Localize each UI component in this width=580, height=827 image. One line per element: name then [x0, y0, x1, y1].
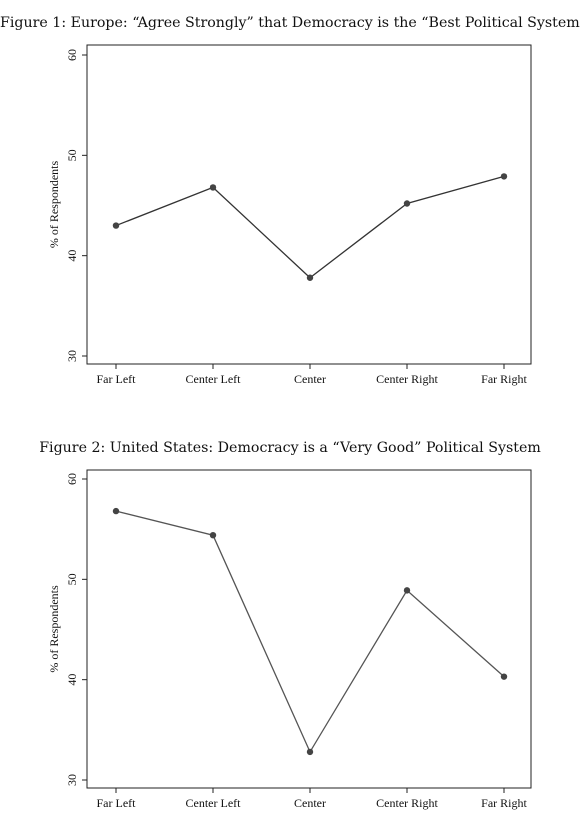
x-category-label: Far Left — [97, 372, 137, 386]
figure-2-title: Figure 2: United States: Democracy is a … — [39, 440, 541, 456]
x-category-label: Center Right — [376, 796, 438, 810]
figure-1-title: Figure 1: Europe: “Agree Strongly” that … — [0, 15, 580, 31]
x-category-label: Center Right — [376, 372, 438, 386]
data-point — [112, 222, 120, 229]
y-tick-label: 50 — [65, 573, 79, 585]
x-category-label: Center — [294, 372, 326, 386]
plot-frame — [86, 44, 532, 365]
x-category-label: Far Right — [481, 796, 527, 810]
figure-1-chart: 30 40 50 60 % of Respondents Far Left Center L… — [47, 44, 532, 386]
data-point — [306, 748, 314, 756]
y-tick-label: 50 — [65, 149, 79, 161]
plot-frame — [86, 469, 532, 789]
y-tick-label: 60 — [65, 473, 79, 485]
data-point — [500, 673, 508, 680]
data-point — [112, 507, 120, 515]
y-tick-label: 30 — [65, 350, 79, 362]
x-category-label: Far Right — [481, 372, 527, 386]
y-axis-title: % of Respondents — [47, 585, 61, 673]
data-point — [403, 587, 411, 594]
data-point — [500, 173, 508, 180]
y-tick-label: 40 — [65, 674, 79, 686]
y-tick-label: 40 — [65, 250, 79, 262]
x-category-label: Center Left — [186, 796, 242, 810]
series-line — [115, 510, 505, 754]
y-tick-label: 60 — [65, 49, 79, 61]
data-point — [306, 274, 314, 281]
x-category-label: Center — [294, 796, 326, 810]
x-category-label: Center Left — [186, 372, 242, 386]
data-point — [209, 531, 217, 539]
data-point — [209, 184, 217, 191]
x-category-label: Far Left — [97, 796, 137, 810]
y-axis-title: % of Respondents — [47, 161, 61, 249]
data-point — [403, 200, 411, 207]
y-tick-label: 30 — [65, 774, 79, 786]
